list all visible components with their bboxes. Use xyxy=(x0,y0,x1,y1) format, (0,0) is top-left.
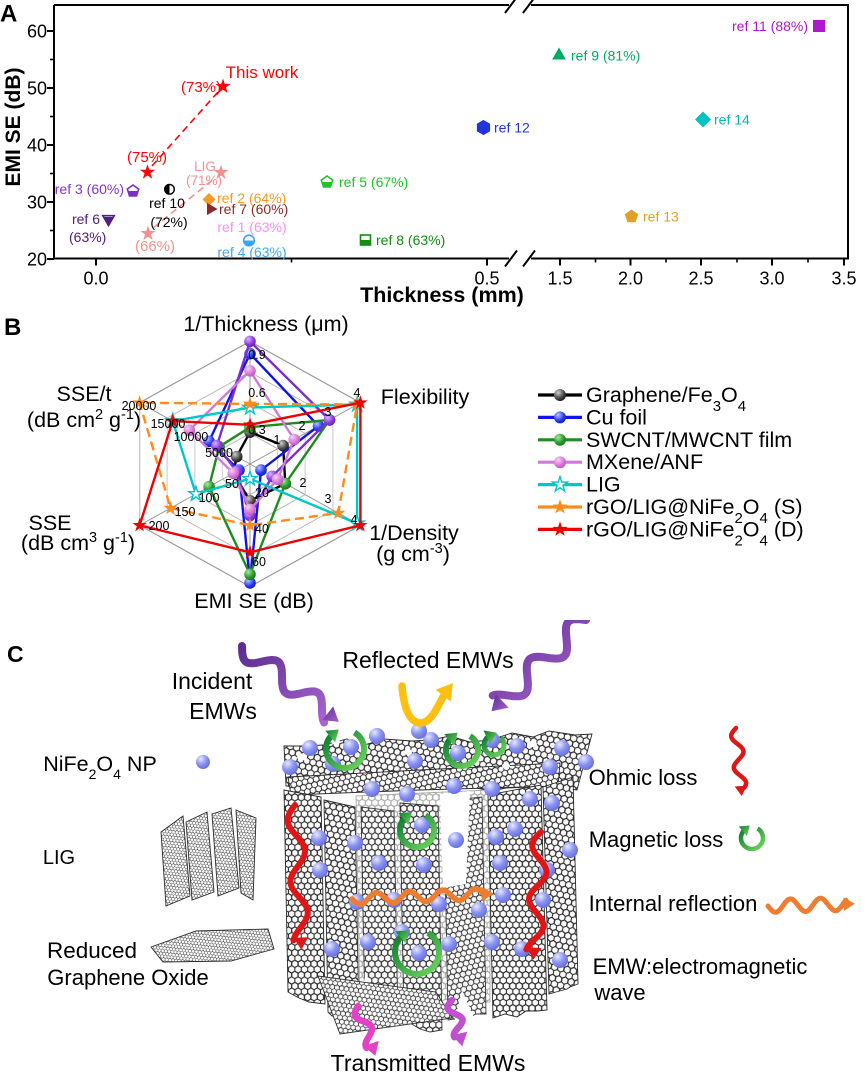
svg-text:LIG: LIG xyxy=(586,473,621,497)
svg-text:Flexibility: Flexibility xyxy=(381,385,470,409)
svg-text:ref 7 (60%): ref 7 (60%) xyxy=(219,201,288,217)
svg-text:SSE/t: SSE/t xyxy=(57,382,112,406)
svg-text:This work: This work xyxy=(226,63,299,82)
svg-text:ref 2 (64%): ref 2 (64%) xyxy=(217,190,286,206)
svg-text:SWCNT/MWCNT film: SWCNT/MWCNT film xyxy=(586,428,792,452)
svg-text:LIG: LIG xyxy=(194,159,216,174)
svg-text:EMW:electromagnetic: EMW:electromagnetic xyxy=(593,954,808,979)
svg-text:(73%): (73%) xyxy=(181,79,221,96)
svg-text:1/Thickness (μm): 1/Thickness (μm) xyxy=(183,312,348,336)
svg-text:2: 2 xyxy=(299,419,306,433)
svg-text:Internal reflection: Internal reflection xyxy=(589,891,758,916)
svg-text:20000: 20000 xyxy=(122,399,157,413)
svg-text:ref 14: ref 14 xyxy=(714,112,750,128)
svg-text:50: 50 xyxy=(27,79,47,99)
svg-text:3.5: 3.5 xyxy=(831,269,856,289)
svg-text:60: 60 xyxy=(252,555,266,569)
svg-text:(66%): (66%) xyxy=(135,238,175,255)
svg-text:40: 40 xyxy=(27,136,47,156)
svg-text:4: 4 xyxy=(354,386,361,400)
svg-text:5000: 5000 xyxy=(205,446,233,460)
svg-text:15000: 15000 xyxy=(151,417,186,431)
svg-text:20: 20 xyxy=(27,250,47,270)
svg-text:(dB cm3 g-1): (dB cm3 g-1) xyxy=(21,530,135,555)
svg-text:1/Density: 1/Density xyxy=(369,521,459,545)
svg-text:2.0: 2.0 xyxy=(618,269,643,289)
svg-text:Incident: Incident xyxy=(172,668,253,694)
svg-text:3: 3 xyxy=(325,405,332,419)
svg-text:20: 20 xyxy=(255,486,269,500)
svg-text:EMI SE (dB): EMI SE (dB) xyxy=(2,68,25,187)
svg-text:ref 4 (63%): ref 4 (63%) xyxy=(217,244,286,260)
svg-text:EMWs: EMWs xyxy=(189,698,257,724)
svg-text:ref 9 (81%): ref 9 (81%) xyxy=(571,48,640,64)
svg-text:Graphene Oxide: Graphene Oxide xyxy=(47,965,208,990)
svg-text:Ohmic loss: Ohmic loss xyxy=(589,765,698,790)
svg-text:rGO/LIG@NiFe2O4 (D): rGO/LIG@NiFe2O4 (D) xyxy=(586,517,804,549)
svg-text:ref 5 (67%): ref 5 (67%) xyxy=(339,174,408,190)
svg-text:100: 100 xyxy=(199,491,220,505)
svg-text:ref 10: ref 10 xyxy=(149,195,185,211)
svg-text:ref 12: ref 12 xyxy=(494,120,530,136)
svg-text:ref 13: ref 13 xyxy=(643,209,679,225)
svg-text:(75%): (75%) xyxy=(127,149,167,166)
svg-text:1: 1 xyxy=(274,433,281,447)
svg-text:Transmitted EMWs: Transmitted EMWs xyxy=(331,1050,526,1076)
svg-text:ref 1 (63%): ref 1 (63%) xyxy=(217,219,286,235)
svg-text:40: 40 xyxy=(255,522,269,536)
svg-text:NiFe2O4 NP: NiFe2O4 NP xyxy=(43,752,157,782)
svg-text:3: 3 xyxy=(325,492,332,506)
svg-text:0.0: 0.0 xyxy=(83,269,108,289)
svg-text:wave: wave xyxy=(593,980,645,1005)
svg-text:(g cm-3): (g cm-3) xyxy=(376,541,450,566)
svg-text:2.5: 2.5 xyxy=(688,269,713,289)
svg-text:0.3: 0.3 xyxy=(248,423,265,437)
svg-text:Magnetic loss: Magnetic loss xyxy=(589,827,724,852)
svg-text:(71%): (71%) xyxy=(186,173,222,188)
svg-text:Reduced: Reduced xyxy=(47,938,137,963)
svg-text:ref 3 (60%): ref 3 (60%) xyxy=(55,181,124,197)
svg-text:0.5: 0.5 xyxy=(474,269,499,289)
svg-text:MXene/ANF: MXene/ANF xyxy=(586,450,703,474)
svg-text:ref 8 (63%): ref 8 (63%) xyxy=(376,232,445,248)
svg-text:Cu foil: Cu foil xyxy=(586,405,647,429)
svg-text:Reflected EMWs: Reflected EMWs xyxy=(342,647,513,673)
svg-text:C: C xyxy=(7,641,24,667)
svg-text:1.5: 1.5 xyxy=(547,269,572,289)
svg-text:EMI SE (dB): EMI SE (dB) xyxy=(194,589,313,613)
svg-text:200: 200 xyxy=(149,519,170,533)
svg-text:Thickness (mm): Thickness (mm) xyxy=(360,283,524,307)
svg-text:0.9: 0.9 xyxy=(248,348,265,362)
svg-text:150: 150 xyxy=(175,505,196,519)
svg-text:ref 11 (88%): ref 11 (88%) xyxy=(732,18,808,34)
svg-text:A: A xyxy=(0,1,17,28)
svg-text:(63%): (63%) xyxy=(69,229,106,245)
svg-text:2: 2 xyxy=(300,476,307,490)
svg-text:10000: 10000 xyxy=(174,430,209,444)
svg-text:(dB cm2 g-1): (dB cm2 g-1) xyxy=(27,407,141,432)
svg-text:(72%): (72%) xyxy=(150,214,187,230)
svg-text:0.6: 0.6 xyxy=(248,386,265,400)
svg-text:SSE: SSE xyxy=(28,511,71,535)
svg-text:LIG: LIG xyxy=(43,847,75,869)
svg-text:4: 4 xyxy=(351,513,358,527)
svg-text:B: B xyxy=(4,314,21,341)
svg-text:3.0: 3.0 xyxy=(759,269,784,289)
svg-text:60: 60 xyxy=(27,22,47,42)
svg-text:50: 50 xyxy=(225,477,239,491)
svg-text:ref 6: ref 6 xyxy=(72,211,100,227)
svg-text:30: 30 xyxy=(27,193,47,213)
